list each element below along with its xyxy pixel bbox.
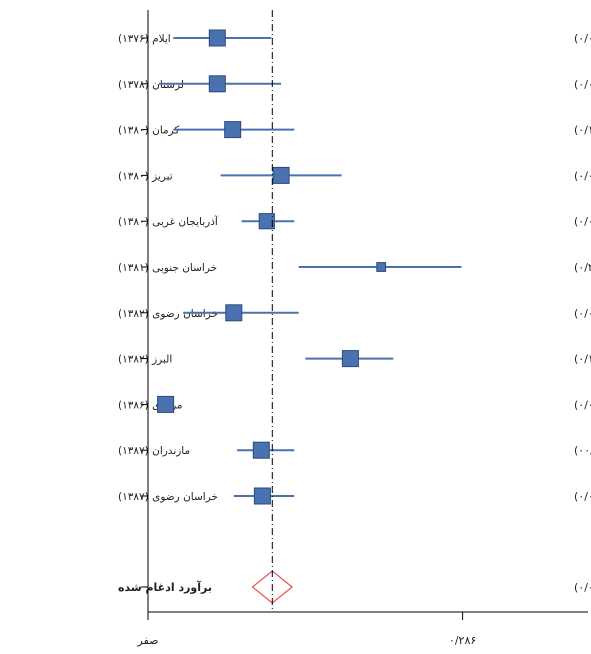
estimate-marker <box>208 29 226 47</box>
estimate-marker <box>376 262 387 272</box>
ci-text: ۰/۱۵ (۰/۱۲ ،۰/۱۸) <box>574 353 591 366</box>
study-label: تبریز (۱۳۸۰) <box>118 170 173 182</box>
study-row: خراسان رضوی (۱۳۸۲) ۰/۰۵ (۰/۰۲ ،۰/۰۸) <box>118 304 591 322</box>
study-row: ایلام (۱۳۷۶) ۰/۰۳ (۰/۰۱ ،۰/۰۵) <box>118 29 591 47</box>
study-row: کرمان (۱۳۸۰) ۰/۰۵ (۰/۰۱ ،۰/۱۱) <box>118 121 591 139</box>
estimate-marker <box>225 304 243 322</box>
study-row: آذربایجان غربی (۱۳۸۰) ۰/۰۵ (۰/۰۴ ،۰/۰۶) <box>118 213 591 230</box>
study-label: خراسان رضوی (۱۳۸۷) <box>118 491 218 503</box>
study-row: مازندران (۱۳۸۷) ۰/۰۴ (۰/۰، ۰۰/۰۸) <box>118 441 591 459</box>
ci-text: ۰/۰۶ (۰/۰۳ ،۰/۰۹) <box>574 169 591 182</box>
pooled-row: برآورد ادغام شده ۰/۰۵ (۰/۰۳ ،۰/۰۸) <box>118 570 591 604</box>
study-row: مرکزی (۱۳۸۶)۰/۰۱ (۰/۰۱، ۰/۰۱) <box>118 395 591 413</box>
study-label: خراسان جنوبی (۱۳۸۱) <box>118 262 217 274</box>
study-label: مازندران (۱۳۸۷) <box>118 445 190 457</box>
estimate-marker <box>157 395 175 413</box>
estimate-marker <box>224 121 242 139</box>
estimate-marker <box>252 441 270 459</box>
study-label: خراسان رضوی (۱۳۸۲) <box>118 308 218 320</box>
study-label: لرستان (۱۳۷۸) <box>118 79 184 91</box>
estimate-marker <box>341 350 359 368</box>
study-label: البرز (۱۳۸۲) <box>118 354 172 366</box>
ci-text: ۰/۱۸ (۰/۰۷ ،۰/۲۹) <box>574 261 591 274</box>
study-label: ایلام (۱۳۷۶) <box>118 33 171 45</box>
estimate-marker <box>258 213 275 230</box>
study-rows: ایلام (۱۳۷۶) ۰/۰۳ (۰/۰۱ ،۰/۰۵) لرستان (۱۳۷… <box>118 29 591 505</box>
ci-text: ۰/۰۳ (۰/۰۱ ،۰/۰۵) <box>574 32 591 45</box>
ci-text: ۰/۰۴ (۰/۰، ۰۰/۰۸) <box>574 444 591 457</box>
study-row: البرز (۱۳۸۲) ۰/۱۵ (۰/۱۲ ،۰/۱۸) <box>118 350 591 368</box>
ci-text: ۰/۰۳ (۰/۰۰ ،۰/۰۶) <box>574 78 591 91</box>
study-row: لرستان (۱۳۷۸) ۰/۰۳ (۰/۰۰ ،۰/۰۶) <box>118 75 591 93</box>
ci-text: ۰/۰۵ (۰/۰۲ ،۰/۰۸) <box>574 307 591 320</box>
study-row: خراسان رضوی (۱۳۸۷) ۰/۰۴ (۰/۰۰ ،۰/۰۸) <box>118 487 591 505</box>
ci-text: ۰/۰۵ (۰/۰۱ ،۰/۱۱) <box>574 124 591 137</box>
pooled-ci-text: ۰/۰۵ (۰/۰۳ ،۰/۰۸) <box>574 581 591 594</box>
study-row: خراسان جنوبی (۱۳۸۱) ۰/۱۸ (۰/۰۷ ،۰/۲۹) <box>118 261 591 274</box>
ci-text: ۰/۰۵ (۰/۰۴ ،۰/۰۶) <box>574 215 591 228</box>
study-row: تبریز (۱۳۸۰) ۰/۰۶ (۰/۰۳ ،۰/۰۹) <box>118 166 591 184</box>
axis: صفر ۰/۲۸۶ <box>137 10 588 647</box>
study-label: کرمان (۱۳۸۰) <box>118 125 179 137</box>
ci-text: ۰/۰۴ (۰/۰۰ ،۰/۰۸) <box>574 490 591 503</box>
x-tick-label: صفر <box>137 634 159 647</box>
estimate-marker <box>253 487 271 505</box>
pooled-label: برآورد ادغام شده <box>118 580 212 594</box>
x-tick-label: ۰/۲۸۶ <box>449 634 476 647</box>
ci-text: ۰/۰۱ (۰/۰۱، ۰/۰۱) <box>574 398 591 411</box>
study-label: آذربایجان غربی (۱۳۸۰) <box>118 215 219 228</box>
estimate-marker <box>272 166 290 184</box>
estimate-marker <box>208 75 226 93</box>
